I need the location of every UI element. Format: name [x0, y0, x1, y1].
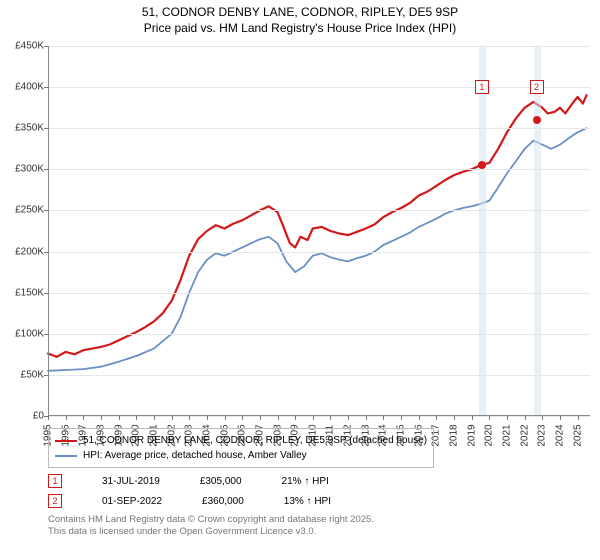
event-row: 1 31-JUL-2019 £305,000 21% ↑ HPI	[48, 474, 590, 488]
tick-x	[242, 416, 243, 420]
tick-x	[383, 416, 384, 420]
tick-x	[101, 416, 102, 420]
sale-marker-dot	[533, 116, 541, 124]
gridline-h	[48, 334, 590, 335]
tick-x	[401, 416, 402, 420]
gridline-h	[48, 87, 590, 88]
tick-x	[436, 416, 437, 420]
highlight-band	[534, 46, 541, 416]
event-delta: 13% ↑ HPI	[284, 496, 331, 507]
tick-x	[472, 416, 473, 420]
legend-label: HPI: Average price, detached house, Ambe…	[83, 448, 307, 463]
tick-x	[154, 416, 155, 420]
tick-x	[542, 416, 543, 420]
tick-x	[278, 416, 279, 420]
sale-flag: 1	[475, 80, 489, 94]
footer-line-1: Contains HM Land Registry data © Crown c…	[48, 514, 590, 526]
legend-series: 51, CODNOR DENBY LANE, CODNOR, RIPLEY, D…	[48, 428, 434, 468]
footer-line-2: This data is licensed under the Open Gov…	[48, 526, 590, 538]
tick-x	[66, 416, 67, 420]
gridline-h	[48, 375, 590, 376]
y-axis-label: £100K	[15, 328, 44, 339]
plot-region: £0£50K£100K£150K£200K£250K£300K£350K£400…	[48, 46, 590, 416]
tick-x	[419, 416, 420, 420]
tick-x	[348, 416, 349, 420]
title-block: 51, CODNOR DENBY LANE, CODNOR, RIPLEY, D…	[0, 0, 600, 36]
chart-svg	[48, 46, 590, 416]
gridline-h	[48, 169, 590, 170]
y-axis-label: £0	[33, 411, 44, 422]
tick-x	[119, 416, 120, 420]
gridline-h	[48, 416, 590, 417]
tick-x	[560, 416, 561, 420]
gridline-h	[48, 46, 590, 47]
y-axis-label: £350K	[15, 123, 44, 134]
y-axis-label: £50K	[21, 369, 44, 380]
tick-x	[189, 416, 190, 420]
chart-container: 51, CODNOR DENBY LANE, CODNOR, RIPLEY, D…	[0, 0, 600, 560]
tick-x	[172, 416, 173, 420]
sale-flag: 2	[530, 80, 544, 94]
legend-block: 51, CODNOR DENBY LANE, CODNOR, RIPLEY, D…	[48, 428, 590, 539]
event-date: 01-SEP-2022	[102, 496, 162, 507]
y-axis-line	[48, 46, 49, 416]
tick-x	[330, 416, 331, 420]
y-axis-label: £450K	[15, 41, 44, 52]
x-axis-line	[48, 415, 590, 416]
legend-row: 51, CODNOR DENBY LANE, CODNOR, RIPLEY, D…	[55, 433, 427, 448]
tick-x	[136, 416, 137, 420]
sale-marker-dot	[478, 161, 486, 169]
title-line-2: Price paid vs. HM Land Registry's House …	[0, 20, 600, 36]
legend-swatch	[55, 440, 77, 442]
gridline-h	[48, 293, 590, 294]
tick-x	[313, 416, 314, 420]
event-price: £360,000	[202, 496, 244, 507]
title-line-1: 51, CODNOR DENBY LANE, CODNOR, RIPLEY, D…	[0, 4, 600, 20]
footer: Contains HM Land Registry data © Crown c…	[48, 514, 590, 539]
y-axis-label: £250K	[15, 205, 44, 216]
tick-x	[578, 416, 579, 420]
highlight-band	[479, 46, 486, 416]
gridline-h	[48, 128, 590, 129]
legend-swatch	[55, 455, 77, 457]
gridline-h	[48, 210, 590, 211]
series-line	[48, 95, 587, 357]
event-date: 31-JUL-2019	[102, 476, 160, 487]
legend-label: 51, CODNOR DENBY LANE, CODNOR, RIPLEY, D…	[83, 433, 427, 448]
event-price: £305,000	[200, 476, 242, 487]
y-axis-label: £400K	[15, 82, 44, 93]
tick-x	[507, 416, 508, 420]
event-row: 2 01-SEP-2022 £360,000 13% ↑ HPI	[48, 494, 590, 508]
y-axis-label: £200K	[15, 246, 44, 257]
tick-x	[525, 416, 526, 420]
event-delta: 21% ↑ HPI	[282, 476, 329, 487]
tick-x	[295, 416, 296, 420]
y-axis-label: £300K	[15, 164, 44, 175]
tick-x	[83, 416, 84, 420]
tick-x	[454, 416, 455, 420]
event-flag: 2	[48, 494, 62, 508]
y-axis-label: £150K	[15, 287, 44, 298]
legend-events: 1 31-JUL-2019 £305,000 21% ↑ HPI 2 01-SEP-202…	[48, 474, 590, 508]
gridline-h	[48, 252, 590, 253]
tick-x	[489, 416, 490, 420]
event-flag: 1	[48, 474, 62, 488]
tick-x	[366, 416, 367, 420]
legend-row: HPI: Average price, detached house, Ambe…	[55, 448, 427, 463]
chart-area: £0£50K£100K£150K£200K£250K£300K£350K£400…	[48, 46, 590, 416]
tick-x	[48, 416, 49, 420]
tick-x	[225, 416, 226, 420]
tick-x	[207, 416, 208, 420]
tick-x	[260, 416, 261, 420]
